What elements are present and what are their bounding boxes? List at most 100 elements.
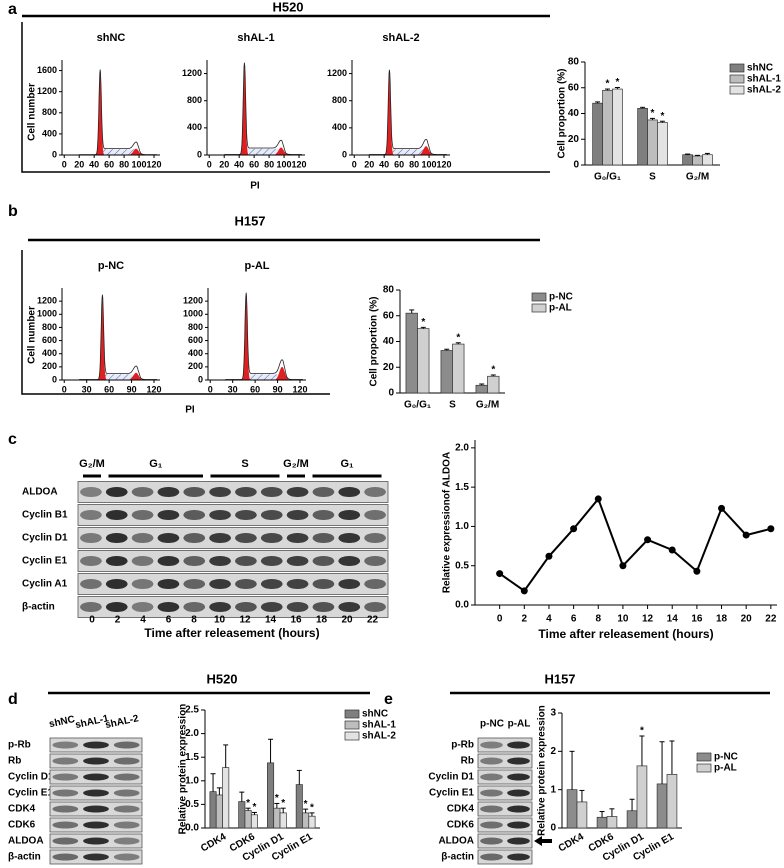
blot-band bbox=[260, 578, 283, 590]
legend-swatch bbox=[729, 63, 745, 73]
y-tick-label: 0 bbox=[388, 388, 394, 399]
y-tick-label: 60 bbox=[383, 310, 395, 321]
blot-band bbox=[113, 837, 140, 845]
legend-label: shAL-1 bbox=[747, 74, 781, 85]
y-tick-label: 800 bbox=[42, 107, 57, 117]
y-axis-label: Cell number bbox=[27, 306, 38, 364]
blot-band bbox=[286, 509, 309, 521]
blot-band bbox=[52, 773, 79, 781]
chart-title: shAL-1 bbox=[237, 32, 274, 44]
blot-band bbox=[312, 509, 335, 521]
significance: * bbox=[252, 802, 256, 813]
legend-swatch bbox=[531, 303, 547, 313]
x-tick-label: 100 bbox=[132, 159, 147, 169]
chart-title: shNC bbox=[97, 32, 126, 44]
blot-row-label: Cyclin E1 bbox=[22, 556, 67, 567]
bar bbox=[405, 312, 418, 394]
x-tick-label: 20 bbox=[74, 159, 84, 169]
blot-band bbox=[52, 805, 79, 813]
bar bbox=[487, 375, 500, 394]
y-tick-label: 800 bbox=[188, 322, 203, 332]
phase-label: G₁ bbox=[340, 458, 354, 470]
panel-header: H157 bbox=[544, 671, 575, 686]
x-tick-label: 40 bbox=[379, 159, 389, 169]
bar bbox=[475, 384, 488, 394]
bar bbox=[666, 773, 678, 829]
significance: * bbox=[491, 365, 495, 376]
y-tick-label: 1200 bbox=[37, 296, 57, 306]
data-point bbox=[668, 546, 676, 554]
significance: * bbox=[281, 798, 285, 809]
blot-band bbox=[183, 486, 206, 498]
blot-band bbox=[83, 853, 109, 861]
y-tick-label: 1.5 bbox=[185, 752, 199, 763]
blot-band bbox=[507, 741, 530, 749]
bar bbox=[244, 810, 252, 829]
significance: * bbox=[304, 799, 308, 810]
g1-peak bbox=[225, 296, 304, 380]
phase-label: G₂/M bbox=[283, 458, 309, 470]
blot-band bbox=[507, 805, 530, 813]
significance: * bbox=[421, 317, 425, 328]
y-tick-label: 0.0 bbox=[455, 600, 469, 611]
blot-band bbox=[83, 757, 109, 765]
panel-label: b bbox=[8, 203, 18, 220]
blot-band bbox=[364, 601, 386, 613]
blot-band bbox=[80, 532, 102, 544]
bar bbox=[209, 791, 217, 829]
bar bbox=[647, 119, 658, 166]
x-axis-label: Time after releasement (hours) bbox=[538, 627, 713, 641]
bar bbox=[692, 155, 703, 166]
y-tick-label: 200 bbox=[42, 361, 57, 371]
x-tick-label: S bbox=[449, 400, 456, 411]
x-tick-label: 16 bbox=[691, 614, 703, 625]
blot-row-label: Cyclin D1 bbox=[22, 533, 68, 544]
blot-band bbox=[480, 837, 503, 845]
blot-band bbox=[260, 532, 283, 544]
legend-label: p-NC bbox=[714, 752, 738, 763]
legend-label: shNC bbox=[747, 63, 773, 74]
g2-peak bbox=[225, 366, 304, 380]
blot-strip bbox=[77, 550, 389, 572]
y-axis-label: Cell proportion (%) bbox=[557, 69, 568, 159]
x-tick-label: 80 bbox=[264, 159, 274, 169]
bar bbox=[302, 812, 310, 829]
y-tick-label: 40 bbox=[568, 108, 580, 119]
blot-band bbox=[83, 837, 109, 845]
x-tick-label: 60 bbox=[104, 159, 114, 169]
blot-band bbox=[131, 486, 154, 498]
y-tick-label: 40 bbox=[383, 336, 395, 347]
blot-row-label: Rb bbox=[461, 756, 474, 767]
blot-band bbox=[80, 578, 102, 590]
legend-swatch bbox=[696, 752, 712, 762]
lane-label: p-AL bbox=[508, 719, 531, 730]
blot-band bbox=[83, 789, 109, 797]
x-tick-label: 18 bbox=[716, 614, 728, 625]
data-line bbox=[499, 496, 772, 593]
y-tick-label: 1200 bbox=[327, 68, 347, 78]
x-tick-label: 120 bbox=[146, 159, 161, 169]
x-tick-label: 0 bbox=[208, 384, 213, 394]
blot-band bbox=[312, 486, 335, 498]
blot-row-label: CDK6 bbox=[8, 820, 36, 831]
x-tick-label: 0 bbox=[62, 384, 67, 394]
x-tick-label: 30 bbox=[82, 384, 92, 394]
blot-band bbox=[113, 853, 140, 861]
blot-row-label: Cyclin A1 bbox=[22, 579, 68, 590]
blot-band bbox=[113, 789, 140, 797]
blot-row-label: CDK4 bbox=[8, 804, 36, 815]
y-tick-label: 600 bbox=[188, 335, 203, 345]
x-tick-label: G₀/G₁ bbox=[594, 172, 621, 183]
x-tick-label: 90 bbox=[127, 384, 137, 394]
blot-band bbox=[183, 578, 206, 590]
bar bbox=[452, 343, 465, 394]
x-axis-label: PI bbox=[250, 181, 260, 192]
data-point bbox=[644, 536, 652, 544]
blot-band bbox=[83, 741, 109, 749]
g2-peak bbox=[79, 372, 158, 380]
blot-band bbox=[480, 757, 503, 765]
frame bbox=[21, 22, 550, 173]
blot-band bbox=[286, 532, 309, 544]
data-point bbox=[742, 531, 750, 539]
